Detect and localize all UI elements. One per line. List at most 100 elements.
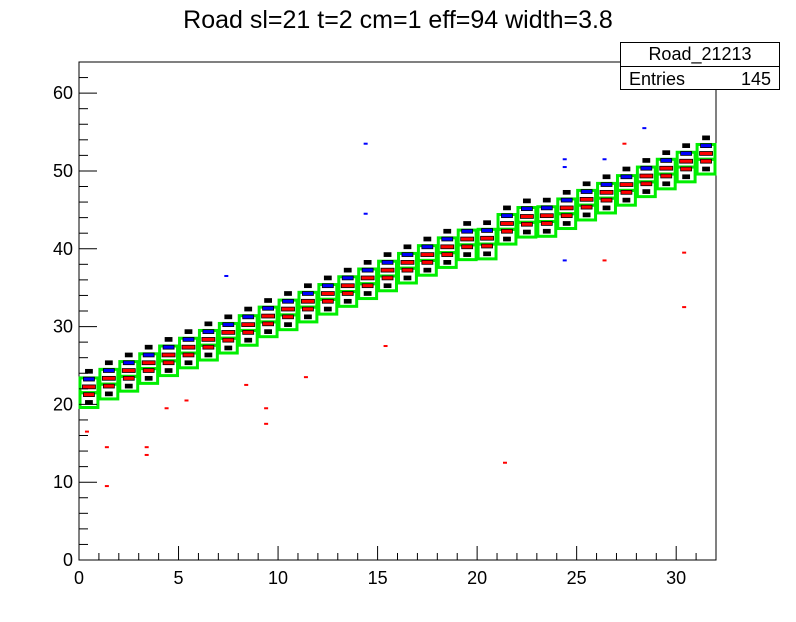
outlier-hit [303, 376, 308, 379]
hit-cell [282, 298, 294, 304]
y-tick-label: 60 [53, 83, 73, 103]
hit-cell [264, 298, 273, 303]
hit-cell [542, 228, 551, 234]
hit-cell [582, 181, 591, 187]
hit-cell [181, 344, 196, 350]
outlier-hit [502, 461, 507, 464]
hit-cell [381, 275, 394, 281]
hit-cell [104, 391, 113, 397]
hit-cell [222, 337, 235, 343]
hit-cell [463, 221, 472, 226]
hit-cell [602, 205, 611, 211]
hit-cell [483, 220, 491, 226]
hit-cell [141, 360, 156, 366]
hit-cell [460, 236, 475, 242]
hit-cell [679, 158, 694, 164]
hit-cell [360, 275, 375, 281]
hit-cell [559, 205, 574, 211]
outlier-hit [144, 453, 149, 456]
hit-cell [423, 236, 432, 242]
hit-cell [642, 189, 651, 194]
hit-cell [640, 181, 653, 187]
hit-cell [221, 330, 236, 335]
hit-cell [503, 205, 511, 211]
hit-cell [480, 235, 494, 241]
hit-cell [481, 243, 493, 249]
hit-cell [164, 337, 173, 342]
hit-cell [380, 267, 395, 273]
hit-cell [122, 375, 135, 381]
hit-cell [284, 291, 292, 296]
hit-cell [640, 165, 653, 171]
stats-entries-row: Entries 145 [621, 67, 779, 91]
hit-cell [383, 252, 392, 257]
hit-cell [562, 221, 571, 226]
hit-cell [520, 206, 533, 212]
hit-cell [361, 267, 374, 273]
x-tick-label: 0 [74, 568, 84, 588]
hit-cell [124, 352, 133, 358]
outlier-hit [264, 407, 269, 410]
hit-cell [85, 368, 93, 374]
hit-cell [403, 275, 412, 281]
hit-cell [323, 275, 332, 281]
hit-cell [660, 158, 673, 163]
outlier-hit [602, 259, 607, 262]
hit-cell [202, 344, 215, 350]
hit-cell [363, 291, 372, 296]
hit-cell [161, 352, 176, 358]
hit-cell [85, 400, 93, 405]
stats-box: Road_21213 Entries 145 [620, 42, 780, 90]
hit-cell [262, 321, 275, 327]
hit-cell [579, 196, 594, 202]
hit-cell [343, 298, 352, 304]
hit-cell [639, 173, 654, 179]
hit-cell [124, 383, 133, 389]
hit-cell [503, 236, 511, 242]
x-tick-label: 20 [467, 568, 487, 588]
hit-cell [184, 360, 193, 366]
hit-cell [501, 228, 513, 234]
hit-cell [284, 322, 292, 327]
x-tick-label: 15 [368, 568, 388, 588]
stats-histogram-name: Road_21213 [621, 43, 779, 67]
hit-cell [83, 392, 95, 397]
hit-cell [522, 198, 531, 204]
hit-cell [699, 151, 713, 156]
outlier-hit [363, 142, 368, 145]
hit-cell [121, 368, 136, 373]
hit-cell [540, 221, 553, 226]
hit-cell [542, 197, 551, 203]
outlier-hit [224, 274, 229, 277]
hit-cell [600, 197, 613, 203]
hit-cell [400, 260, 415, 265]
hit-cell [540, 205, 553, 211]
hit-cell [461, 228, 474, 234]
hit-cell [619, 182, 634, 187]
hit-cell [700, 158, 712, 164]
hit-cell [622, 197, 631, 203]
hit-cell [602, 174, 611, 180]
hit-cell [102, 368, 115, 373]
outlier-hit [682, 251, 687, 254]
hit-cell [401, 252, 414, 257]
hit-cell [520, 221, 533, 227]
y-tick-label: 10 [53, 472, 73, 492]
hit-cell [560, 213, 573, 219]
hit-cell [264, 329, 273, 334]
stats-entries-value: 145 [740, 69, 771, 89]
hit-cell [341, 275, 354, 281]
plot-frame [78, 61, 717, 561]
hit-cell [162, 360, 175, 366]
hit-cell [320, 291, 335, 296]
hit-cell [600, 182, 613, 187]
hit-cell [461, 244, 474, 250]
hit-cell [440, 244, 455, 250]
hit-cell [620, 189, 633, 195]
hit-cell [401, 267, 414, 273]
hit-cell [144, 375, 153, 381]
hit-cell [421, 244, 434, 250]
hit-cell [423, 267, 432, 273]
hit-cell [304, 314, 312, 320]
hit-cell [224, 345, 233, 351]
